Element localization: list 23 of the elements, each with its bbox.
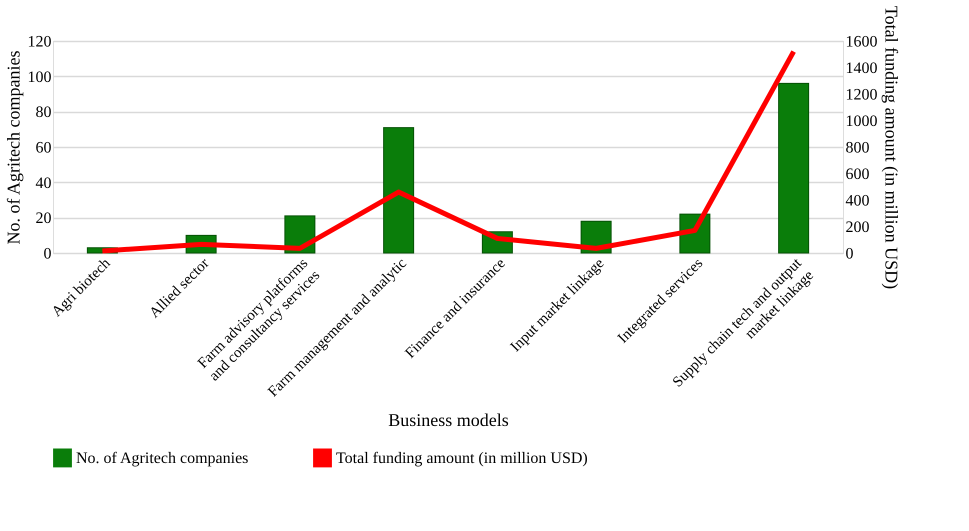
bar bbox=[383, 127, 414, 254]
y2-tick-label: 1200 bbox=[846, 86, 878, 104]
legend-label: Total funding amount (in million USD) bbox=[336, 450, 588, 467]
y2-tick-label: 1600 bbox=[846, 34, 878, 50]
y2-tick-label: 1000 bbox=[846, 113, 878, 130]
y-tick-label: 40 bbox=[36, 174, 52, 192]
y-tick-label: 120 bbox=[28, 34, 52, 50]
y2-tick-label: 0 bbox=[846, 246, 854, 262]
y-tick-label: 100 bbox=[28, 68, 52, 86]
y-tick-label: 60 bbox=[36, 140, 52, 156]
y2-axis-title: Total funding amount (in million USD) bbox=[882, 6, 902, 290]
x-axis-title: Business models bbox=[388, 410, 509, 430]
y-tick-label: 80 bbox=[36, 104, 52, 122]
y2-tick-label: 600 bbox=[846, 166, 870, 183]
y-tick-label: 20 bbox=[36, 210, 52, 228]
y2-tick-label: 400 bbox=[846, 192, 870, 210]
y-axis-title: No. of Agritech companies bbox=[4, 50, 24, 244]
y2-tick-label: 200 bbox=[846, 219, 870, 236]
y2-tick-label: 800 bbox=[846, 140, 870, 156]
y2-tick-label: 1400 bbox=[846, 60, 878, 77]
legend-label: No. of Agritech companies bbox=[76, 450, 248, 467]
y-tick-label: 0 bbox=[44, 246, 52, 262]
bar bbox=[778, 82, 810, 254]
